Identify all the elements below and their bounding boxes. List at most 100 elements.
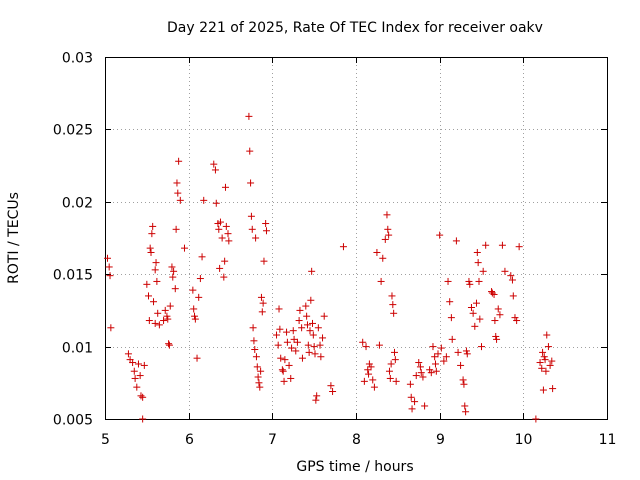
data-point [442, 353, 450, 361]
data-point [276, 325, 284, 333]
x-tick-label: 9 [436, 432, 445, 448]
data-point [248, 225, 256, 233]
data-point [494, 305, 502, 313]
data-point [189, 286, 197, 294]
data-point [491, 317, 499, 325]
data-point [137, 392, 145, 400]
data-point [440, 357, 448, 365]
y-axis-label: ROTI / TECUs [6, 192, 22, 284]
data-point [288, 344, 296, 352]
data-point [488, 289, 496, 297]
data-point [498, 241, 506, 249]
data-point [155, 321, 163, 329]
data-point [548, 357, 556, 365]
data-point [308, 319, 316, 327]
data-point [274, 341, 282, 349]
data-point [312, 396, 320, 404]
data-point [195, 293, 203, 301]
data-point [191, 315, 199, 323]
data-point [461, 402, 469, 410]
data-point [544, 343, 552, 351]
data-point [148, 230, 156, 238]
data-point [390, 348, 398, 356]
data-point [459, 376, 467, 384]
data-point [154, 309, 162, 317]
data-point [465, 277, 473, 285]
data-point [198, 253, 206, 261]
data-point [359, 338, 367, 346]
y-tick-label: 0.005 [53, 413, 93, 429]
data-point [252, 234, 260, 242]
data-point [249, 324, 257, 332]
data-point [339, 243, 347, 251]
y-tick-label: 0.015 [53, 268, 93, 284]
y-tick-label: 0.03 [62, 51, 93, 67]
data-point [478, 343, 485, 351]
data-point [479, 267, 487, 275]
data-point [145, 292, 153, 300]
data-point [436, 231, 444, 239]
data-point [319, 334, 327, 342]
data-point [262, 227, 270, 235]
data-point [432, 367, 440, 375]
data-point [362, 343, 370, 351]
data-point [454, 348, 462, 356]
data-point [384, 225, 392, 233]
data-point [370, 383, 378, 391]
x-tick-label: 5 [101, 432, 110, 448]
data-point [307, 296, 315, 304]
data-point [444, 277, 452, 285]
data-point [383, 211, 391, 219]
data-point [283, 328, 291, 336]
x-axis-label: GPS time / hours [296, 459, 413, 475]
data-point [292, 347, 300, 355]
data-point [136, 372, 144, 380]
data-point [160, 317, 168, 325]
data-point [389, 301, 397, 309]
data-point [305, 348, 313, 356]
data-point [293, 338, 301, 346]
data-points [104, 112, 557, 423]
data-point [257, 293, 265, 301]
data-point [212, 199, 220, 207]
data-point [278, 366, 286, 374]
x-tick-label: 8 [352, 432, 361, 448]
data-point [434, 350, 442, 358]
data-point [259, 299, 267, 307]
data-point [385, 231, 393, 239]
data-point [289, 327, 297, 335]
data-point [262, 220, 270, 228]
data-point [364, 366, 372, 374]
data-point [532, 415, 540, 423]
data-point [258, 308, 266, 316]
data-point [538, 364, 546, 372]
data-point [129, 359, 137, 367]
data-point [253, 363, 261, 371]
data-point [246, 147, 254, 155]
data-point [163, 312, 171, 320]
data-point [474, 259, 482, 267]
data-point [174, 189, 182, 197]
data-point [176, 196, 184, 204]
data-point [379, 254, 387, 262]
data-point [475, 277, 483, 285]
data-point [106, 272, 114, 280]
data-point [140, 361, 148, 369]
data-point [492, 332, 500, 340]
data-point [317, 353, 325, 361]
data-point [452, 237, 460, 245]
data-point [387, 360, 395, 368]
data-point [431, 360, 439, 368]
data-point [388, 292, 396, 300]
data-point [421, 402, 429, 410]
data-point [180, 244, 188, 252]
data-point [416, 363, 424, 371]
data-point [247, 212, 255, 220]
y-tick-label: 0.01 [62, 341, 93, 357]
data-point [290, 335, 298, 343]
data-point [507, 272, 515, 280]
data-point [171, 285, 179, 293]
data-point [145, 317, 153, 325]
data-point [386, 374, 394, 382]
data-point [251, 345, 259, 353]
